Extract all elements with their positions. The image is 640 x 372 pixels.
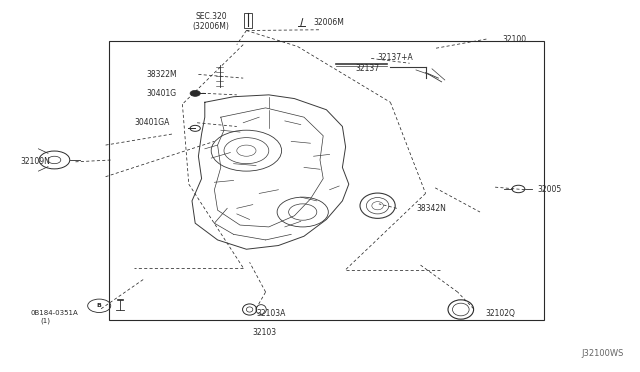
Text: (32006M): (32006M): [193, 22, 230, 31]
Text: 32100: 32100: [502, 35, 527, 44]
Text: 0B184-0351A: 0B184-0351A: [30, 310, 78, 316]
Text: 32103: 32103: [253, 328, 277, 337]
Text: SEC.320: SEC.320: [195, 12, 227, 21]
Text: 32103A: 32103A: [256, 309, 285, 318]
Text: (1): (1): [40, 317, 51, 324]
Text: 32102Q: 32102Q: [485, 309, 515, 318]
Circle shape: [190, 90, 200, 96]
Bar: [244, 13, 252, 28]
Text: 32109N: 32109N: [20, 157, 51, 166]
Text: 32005: 32005: [538, 185, 562, 194]
Text: J32100WS: J32100WS: [582, 349, 624, 358]
Text: 30401G: 30401G: [146, 89, 176, 97]
Bar: [109, 41, 544, 320]
Text: 38322M: 38322M: [146, 70, 177, 79]
Text: 30401GA: 30401GA: [134, 118, 170, 127]
Text: B: B: [97, 303, 102, 308]
Text: 32006M: 32006M: [314, 18, 344, 27]
Text: 38342N: 38342N: [416, 204, 446, 213]
Text: 32137: 32137: [355, 64, 380, 73]
Text: 32137+A: 32137+A: [378, 53, 413, 62]
